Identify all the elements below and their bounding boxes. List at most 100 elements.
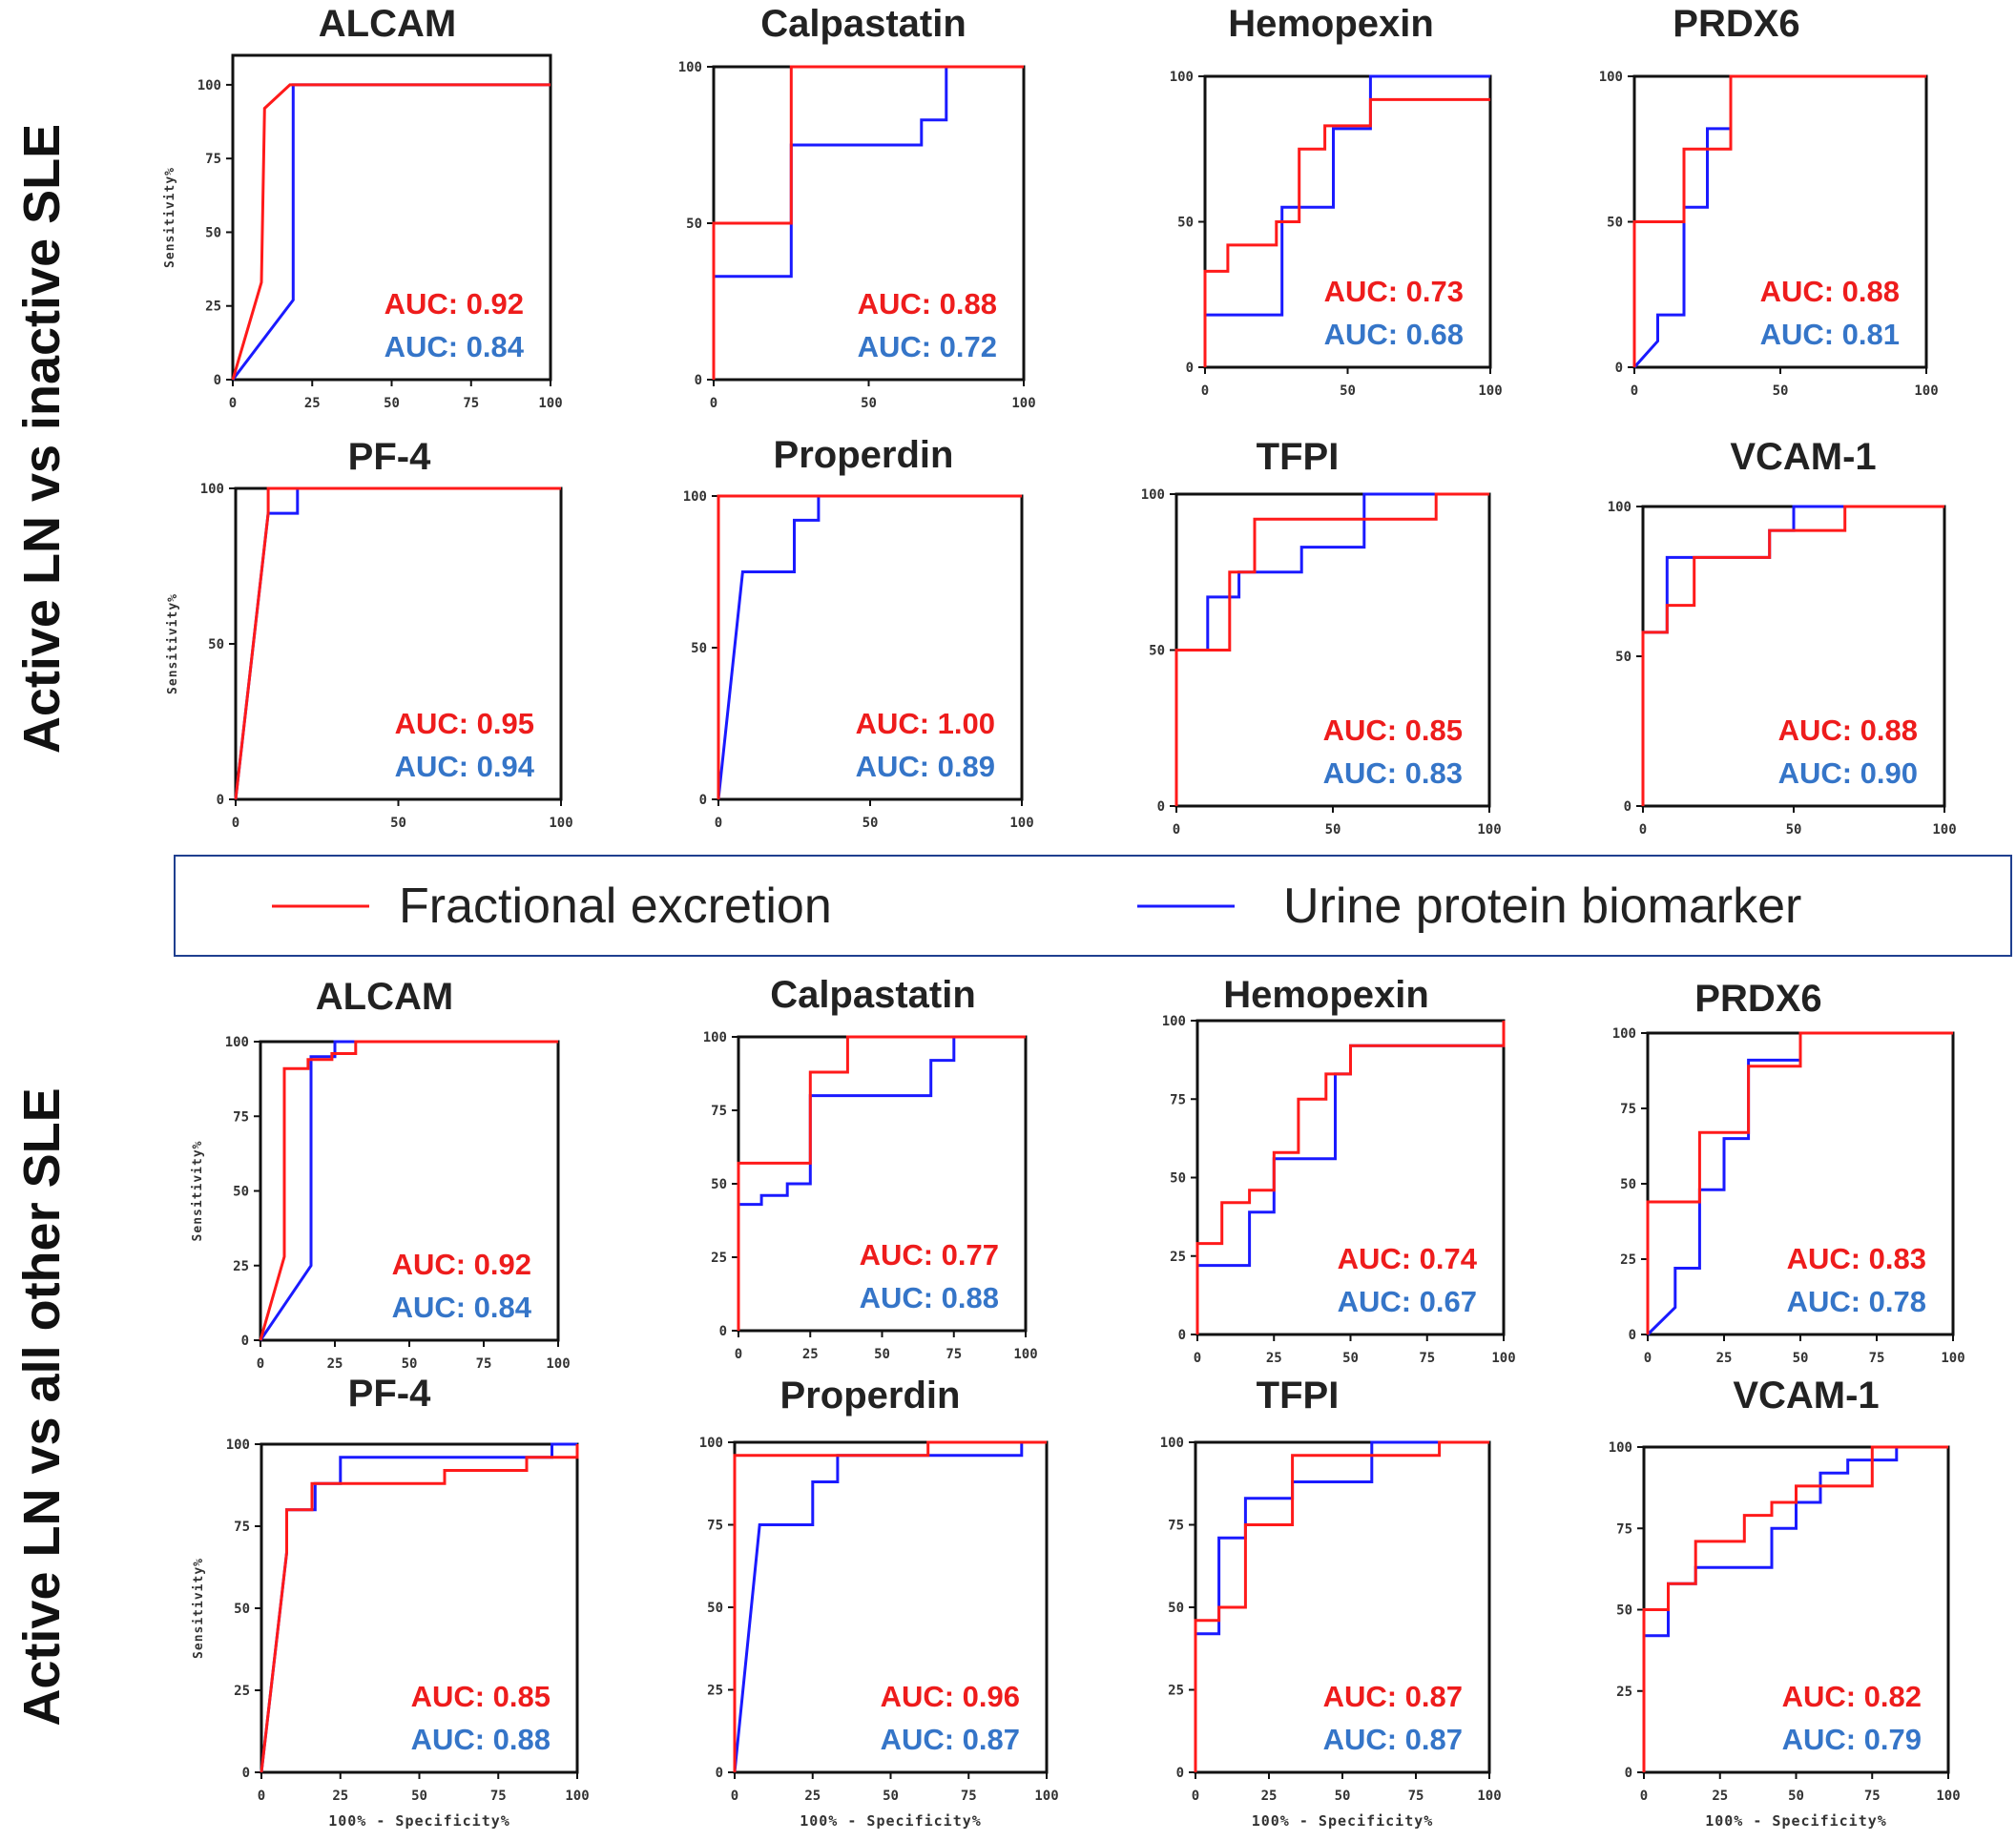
auc-label-fractional: AUC: 0.92 — [384, 287, 524, 321]
roc-panel-calpastatin-all-other: Calpastatin 0 25 50 75 100 0 25 50 75 100 AUC: 0.77… — [703, 974, 1038, 1362]
roc-curve-urine-protein — [737, 1035, 1026, 1331]
legend-label-urine: Urine protein biomarker — [1283, 879, 1801, 934]
auc-label-fractional: AUC: 0.96 — [881, 1680, 1020, 1713]
x-tick-label: 0 — [1194, 1351, 1201, 1366]
row-label-inactive: Active LN vs inactive SLE — [13, 124, 71, 754]
y-tick-label: 25 — [205, 300, 221, 315]
x-tick-label: 50 — [1773, 383, 1789, 399]
x-tick-label: 75 — [476, 1356, 492, 1372]
roc-panel-pf-4-all-other: PF-4 0 25 50 75 100 0 25 50 75 100 Sensitivity% 100%… — [192, 1373, 590, 1830]
roc-panel-calpastatin-inactive: Calpastatin 0 50 100 0 50 100 AUC: 0.88 AUC: 0.7… — [678, 3, 1036, 411]
x-tick-label: 0 — [1173, 822, 1180, 838]
y-tick-label: 100 — [1160, 1436, 1184, 1451]
y-tick-label: 100 — [226, 1438, 250, 1453]
roc-panel-hemopexin-all-other: Hemopexin 0 25 50 75 100 0 25 50 75 100 AUC: 0.74 AU… — [1162, 974, 1516, 1366]
x-tick-label: 50 — [411, 1789, 427, 1804]
x-tick-label: 100 — [1941, 1351, 1964, 1366]
y-tick-label: 50 — [1615, 650, 1632, 665]
x-tick-label: 25 — [802, 1347, 819, 1362]
y-tick-label: 100 — [703, 1030, 727, 1045]
x-tick-label: 50 — [874, 1347, 890, 1362]
y-tick-label: 75 — [1616, 1521, 1632, 1537]
x-axis-label: 100% - Specificity% — [1252, 1812, 1434, 1830]
x-axis-label: 100% - Specificity% — [328, 1812, 510, 1830]
auc-label-urine: AUC: 0.88 — [411, 1723, 551, 1756]
auc-label-urine: AUC: 0.78 — [1787, 1285, 1926, 1318]
x-tick-label: 50 — [384, 396, 400, 411]
y-tick-label: 100 — [225, 1035, 249, 1050]
x-tick-label: 50 — [1786, 822, 1802, 838]
y-axis-label: Sensitivity% — [191, 1141, 205, 1242]
auc-label-fractional: AUC: 0.85 — [1323, 714, 1463, 747]
x-tick-label: 50 — [1325, 822, 1341, 838]
roc-curve-fractional-excretion — [733, 1440, 1047, 1772]
auc-label-urine: AUC: 0.89 — [856, 750, 995, 783]
panel-title: PRDX6 — [1694, 978, 1821, 1020]
x-tick-label: 0 — [258, 1789, 265, 1804]
y-tick-label: 100 — [683, 489, 707, 505]
y-tick-label: 25 — [711, 1251, 727, 1266]
x-tick-label: 75 — [1408, 1789, 1424, 1804]
y-tick-label: 0 — [1624, 799, 1632, 815]
y-tick-label: 0 — [1615, 361, 1623, 376]
x-tick-label: 50 — [1335, 1789, 1351, 1804]
auc-label-urine: AUC: 0.83 — [1323, 756, 1463, 790]
panel-title: ALCAM — [319, 3, 456, 45]
y-tick-label: 25 — [234, 1684, 250, 1699]
y-tick-label: 50 — [205, 225, 221, 240]
panel-title: Calpastatin — [760, 3, 966, 45]
x-tick-label: 0 — [232, 816, 239, 831]
panel-title: Hemopexin — [1223, 974, 1429, 1016]
y-tick-label: 100 — [1162, 1014, 1186, 1029]
y-tick-label: 100 — [197, 78, 221, 93]
roc-curve-fractional-excretion — [1642, 1445, 1948, 1772]
y-tick-label: 0 — [1178, 1328, 1186, 1343]
auc-label-fractional: AUC: 0.73 — [1324, 275, 1464, 308]
y-tick-label: 50 — [1168, 1601, 1184, 1616]
x-tick-label: 100 — [1914, 383, 1938, 399]
auc-label-urine: AUC: 0.88 — [860, 1281, 999, 1314]
y-tick-label: 25 — [1170, 1250, 1186, 1265]
x-tick-label: 100 — [565, 1789, 589, 1804]
x-tick-label: 25 — [1266, 1351, 1282, 1366]
auc-label-urine: AUC: 0.87 — [881, 1723, 1020, 1756]
x-tick-label: 100 — [1011, 396, 1035, 411]
x-tick-label: 0 — [710, 396, 717, 411]
x-tick-label: 25 — [327, 1356, 343, 1372]
x-tick-label: 0 — [1639, 822, 1647, 838]
y-tick-label: 0 — [1625, 1766, 1632, 1781]
panel-title: PF-4 — [348, 1373, 431, 1415]
y-tick-label: 75 — [711, 1104, 727, 1119]
x-tick-label: 0 — [715, 816, 722, 831]
x-tick-label: 0 — [1192, 1789, 1199, 1804]
y-tick-label: 0 — [1157, 799, 1165, 815]
x-tick-label: 50 — [883, 1789, 899, 1804]
y-axis-label: Sensitivity% — [192, 1558, 206, 1659]
y-tick-label: 0 — [214, 373, 221, 388]
x-tick-label: 100 — [1932, 822, 1956, 838]
auc-label-urine: AUC: 0.90 — [1778, 756, 1918, 790]
y-tick-label: 100 — [1141, 487, 1165, 503]
panel-title: ALCAM — [316, 976, 453, 1018]
x-tick-label: 50 — [1340, 383, 1356, 399]
x-tick-label: 0 — [257, 1356, 264, 1372]
x-tick-label: 25 — [1712, 1789, 1728, 1804]
x-tick-label: 100 — [549, 816, 572, 831]
auc-label-urine: AUC: 0.79 — [1782, 1723, 1922, 1756]
x-tick-label: 0 — [731, 1789, 738, 1804]
x-tick-label: 50 — [390, 816, 406, 831]
row-label-all-other: Active LN vs all other SLE — [13, 1087, 71, 1726]
y-tick-label: 25 — [1620, 1252, 1636, 1268]
roc-panel-prdx6-inactive: PRDX6 0 50 100 0 50 100 AUC: 0.88 AUC: 0.81 — [1599, 3, 1939, 399]
x-tick-label: 25 — [804, 1789, 821, 1804]
y-tick-label: 50 — [1620, 1177, 1636, 1192]
y-tick-label: 50 — [1616, 1603, 1632, 1619]
roc-panel-tfpi-inactive: TFPI 0 50 100 0 50 100 AUC: 0.85 AUC: 0.83 — [1141, 436, 1502, 838]
auc-label-urine: AUC: 0.84 — [392, 1291, 532, 1324]
x-tick-label: 75 — [1864, 1789, 1881, 1804]
roc-panel-properdin-inactive: Properdin 0 50 100 0 50 100 AUC: 1.00 AUC: 0.89 — [683, 434, 1034, 831]
roc-curve-fractional-excretion — [1174, 492, 1489, 806]
y-tick-label: 75 — [1168, 1519, 1184, 1534]
y-tick-label: 50 — [707, 1601, 723, 1616]
